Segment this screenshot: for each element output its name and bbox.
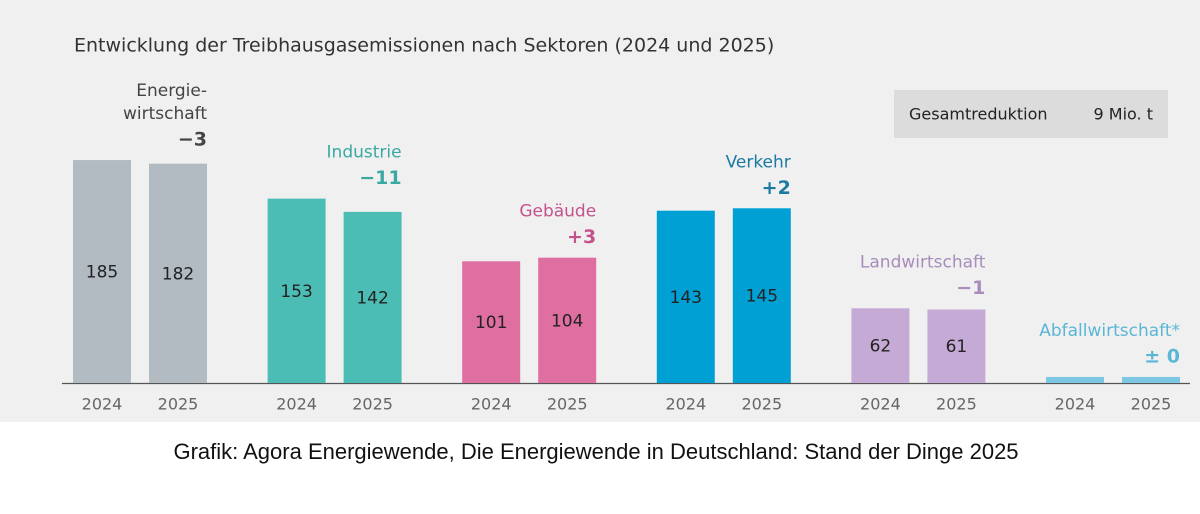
x-tick-label: 2024 <box>471 395 512 414</box>
bar <box>73 160 131 383</box>
value-label: 153 <box>280 282 312 302</box>
x-tick-label: 2024 <box>1055 395 1096 414</box>
bar <box>927 309 986 383</box>
x-tick-label: 2024 <box>276 395 317 414</box>
category-label: Energie-wirtschaft <box>123 81 207 124</box>
category-label: Abfallwirtschaft* <box>1039 321 1180 341</box>
value-label: 143 <box>670 288 702 308</box>
bar <box>851 308 910 383</box>
value-label: 185 <box>86 263 118 283</box>
change-label: −11 <box>359 167 401 189</box>
bar <box>1122 376 1180 383</box>
x-tick-label: 2024 <box>860 395 901 414</box>
bar <box>538 257 597 383</box>
bar <box>267 198 326 383</box>
bar <box>462 261 521 383</box>
x-tick-label: 2025 <box>352 395 393 414</box>
total-value: 9 Mio. t <box>1094 105 1153 124</box>
change-label: −1 <box>956 277 985 299</box>
change-label: +3 <box>567 226 596 248</box>
category-label: Landwirtschaft <box>860 252 986 272</box>
change-label: ± 0 <box>1144 345 1180 367</box>
value-label: 62 <box>870 337 892 357</box>
value-label: 142 <box>356 288 388 308</box>
category-label: Industrie <box>327 143 402 163</box>
bar <box>1046 376 1104 383</box>
x-tick-label: 2025 <box>741 395 782 414</box>
x-tick-label: 2024 <box>665 395 706 414</box>
total-label: Gesamtreduktion <box>909 105 1048 124</box>
chart-title: Entwicklung der Treibhausgasemissionen n… <box>74 35 774 57</box>
value-label: 61 <box>946 337 968 357</box>
bar <box>343 211 402 383</box>
x-tick-label: 2025 <box>158 395 199 414</box>
source-caption: Grafik: Agora Energiewende, Die Energiew… <box>173 439 1018 464</box>
value-label: 104 <box>551 311 583 331</box>
value-label: 145 <box>746 287 778 307</box>
x-tick-label: 2025 <box>547 395 588 414</box>
bar <box>656 210 715 383</box>
x-tick-label: 2025 <box>1131 395 1172 414</box>
change-label: −3 <box>178 129 207 151</box>
change-label: +2 <box>762 177 791 199</box>
x-tick-label: 2025 <box>936 395 977 414</box>
bar <box>149 163 207 383</box>
category-label: Verkehr <box>726 152 791 172</box>
value-label: 101 <box>475 313 507 333</box>
bar <box>732 208 791 383</box>
value-label: 182 <box>162 264 194 284</box>
total-box <box>894 90 1168 138</box>
category-label: Gebäude <box>519 202 596 222</box>
x-tick-label: 2024 <box>82 395 123 414</box>
